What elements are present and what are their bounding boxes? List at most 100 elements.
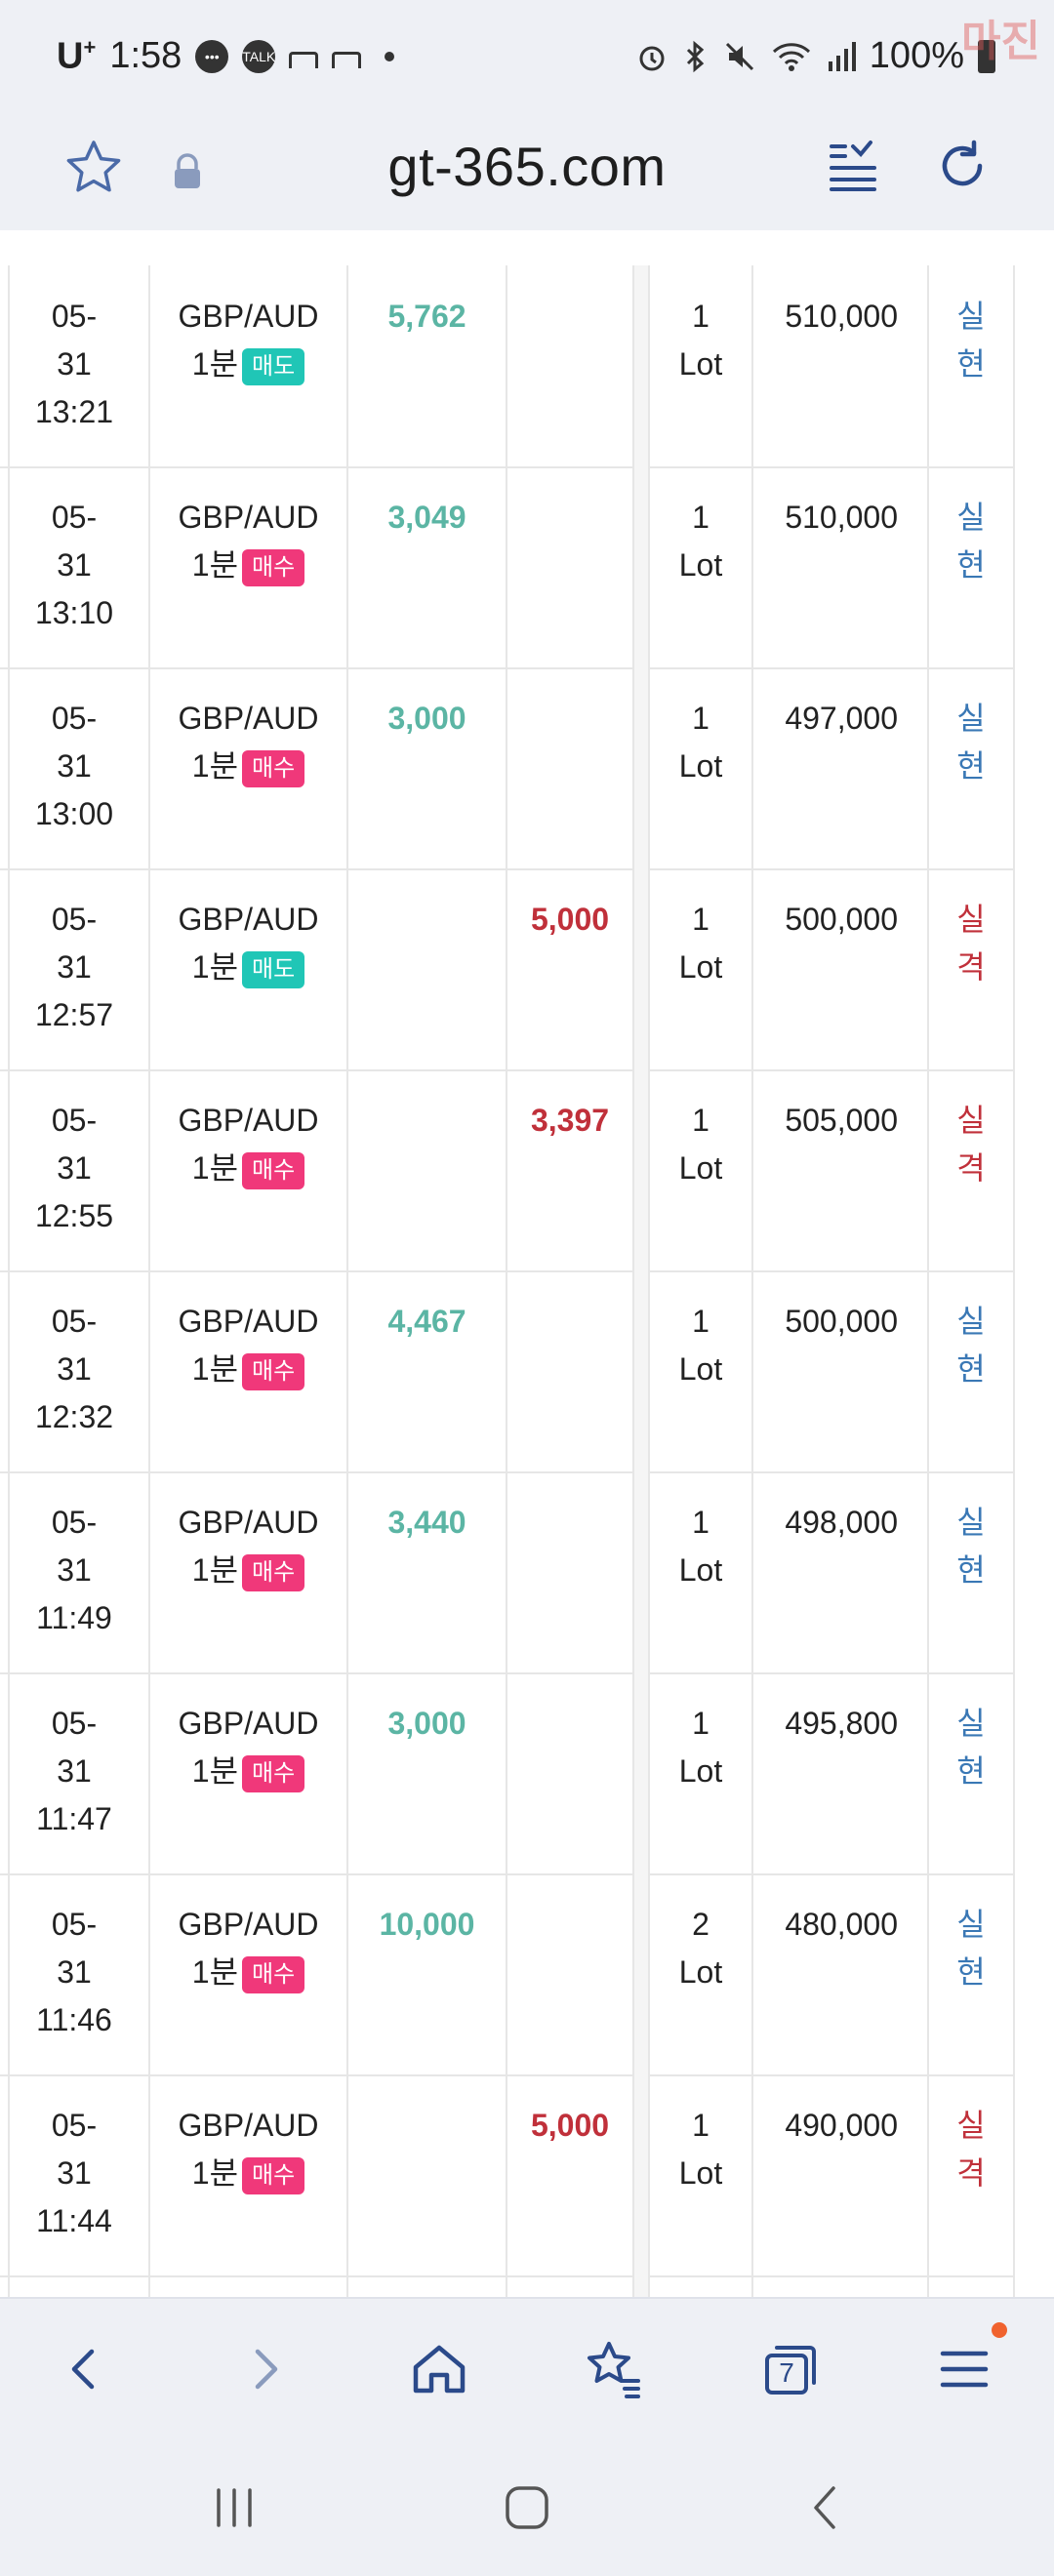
- status-right: 100%: [635, 35, 995, 77]
- currency-pair: GBP/AUD: [178, 1706, 319, 1741]
- date-month: 05-: [51, 1907, 98, 1942]
- table-row[interactable]: 05- 31 13:00 GBP/AUD 1분 매수 3,000 1 Lot 497,000 실 현: [0, 667, 1015, 870]
- home-icon[interactable]: [406, 2336, 472, 2402]
- loss-cell: [507, 1873, 634, 2074]
- back-icon[interactable]: [53, 2336, 119, 2402]
- table-row[interactable]: 05- 31 13:21 GBP/AUD 1분 매도 5,762 1 Lot 510,000 실 현: [0, 265, 1015, 468]
- side-badge: 매수: [242, 1955, 305, 1993]
- period-line: 1분 매수: [150, 1145, 346, 1192]
- table-row[interactable]: 05- 31 13:10 GBP/AUD 1분 매수 3,049 1 Lot 510,000 실 현: [0, 466, 1015, 669]
- forward-icon[interactable]: [230, 2336, 297, 2402]
- loss-cell: [507, 265, 634, 466]
- date-time: 11:44: [36, 2203, 112, 2238]
- date-month: 05-: [51, 299, 98, 334]
- table-row[interactable]: 05- 31 11:49 GBP/AUD 1분 매수 3,440 1 Lot 498,000 실 현: [0, 1471, 1015, 1674]
- table-row[interactable]: 05- 31 11:44 GBP/AUD 1분 매수 5,000 1 Lot 490,000 실 격: [0, 2074, 1015, 2277]
- watermark-logo: 마진: [961, 18, 1040, 65]
- notification-icon-2: [332, 52, 362, 69]
- date-day: 31: [57, 2155, 92, 2191]
- date-day: 31: [57, 1150, 92, 1186]
- currency-pair: GBP/AUD: [178, 299, 319, 334]
- period-line: 1분 매수: [150, 1748, 346, 1795]
- profit-cell: 5,762: [348, 265, 507, 466]
- amount-cell: 498,000: [753, 1471, 929, 1672]
- date-month: 05-: [51, 1304, 98, 1339]
- url-text[interactable]: gt-365.com: [387, 136, 667, 197]
- side-badge: 매수: [242, 548, 305, 586]
- table-row[interactable]: 05- 31 12:57 GBP/AUD 1분 매도 5,000 1 Lot 500,000 실 격: [0, 868, 1015, 1071]
- table-row[interactable]: 05- 31 12:55 GBP/AUD 1분 매수 3,397 1 Lot 505,000 실 격: [0, 1069, 1015, 1272]
- reader-mode-icon[interactable]: [824, 137, 882, 195]
- reload-icon[interactable]: [931, 135, 993, 197]
- result-char-1: 실: [956, 902, 986, 937]
- row-left-edge: [0, 1873, 10, 2074]
- lot-cell: 1 Lot: [650, 466, 753, 667]
- table-row[interactable]: 05- 31 11:47 GBP/AUD 1분 매수 3,000 1 Lot 495,800 실 현: [0, 1672, 1015, 1875]
- amount-cell: 500,000: [753, 868, 929, 1069]
- system-back-icon[interactable]: [796, 2478, 855, 2537]
- menu-icon[interactable]: [931, 2336, 997, 2402]
- tabs-button[interactable]: 7: [757, 2336, 824, 2402]
- lot-cell: 1 Lot: [650, 1471, 753, 1672]
- date-month: 05-: [51, 1103, 98, 1138]
- table-row[interactable]: 05- 31 12:32 GBP/AUD 1분 매수 4,467 1 Lot 500,000 실 현: [0, 1270, 1015, 1473]
- result-char-2: 현: [956, 748, 986, 784]
- date-month: 05-: [51, 500, 98, 535]
- bookmark-star-icon[interactable]: [62, 137, 125, 199]
- pair-cell: GBP/AUD 1분 매도: [150, 265, 348, 466]
- period-line: 1분 매도: [150, 341, 346, 388]
- lot-number: 1: [692, 1706, 709, 1741]
- menu-notification-dot: [992, 2322, 1007, 2338]
- date-time: 11:46: [36, 2002, 112, 2037]
- home-circle-icon[interactable]: [498, 2478, 556, 2537]
- period: 1분: [191, 547, 239, 583]
- profit-cell: 4,467: [348, 1270, 507, 1471]
- side-badge: 매수: [242, 1352, 305, 1390]
- lot-cell: 2 Lot: [650, 1873, 753, 2074]
- row-left-edge: [0, 265, 10, 466]
- pair-cell: GBP/AUD 1분 매수: [150, 1471, 348, 1672]
- alarm-icon: [639, 46, 665, 70]
- lock-icon: [175, 153, 200, 188]
- date-time: 11:49: [36, 1600, 112, 1635]
- period-line: 1분 매수: [150, 1547, 346, 1594]
- row-left-edge: [0, 667, 10, 868]
- side-badge: 매도: [242, 950, 305, 988]
- date-month: 05-: [51, 1706, 98, 1741]
- date-cell: 05- 31 11:49: [0, 1471, 150, 1672]
- date-day: 31: [57, 949, 92, 985]
- result-char-2: 격: [956, 2155, 986, 2191]
- profit-cell: 3,000: [348, 1672, 507, 1873]
- kakaotalk-icon: TALK: [242, 39, 276, 73]
- date-time: 12:57: [34, 997, 114, 1032]
- lot-number: 1: [692, 1304, 709, 1339]
- date-time: 11:47: [36, 1801, 112, 1836]
- date-time: 13:21: [34, 394, 114, 429]
- date-time: 13:00: [34, 796, 114, 831]
- currency-pair: GBP/AUD: [178, 500, 319, 535]
- date-day: 31: [57, 1753, 92, 1789]
- recent-apps-icon[interactable]: [205, 2478, 264, 2537]
- profit-cell: [348, 1069, 507, 1270]
- mute-icon: [725, 42, 753, 70]
- bookmarks-icon[interactable]: [580, 2336, 646, 2402]
- loss-cell: 5,000: [507, 2074, 634, 2275]
- table-row[interactable]: 05- 31 11:46 GBP/AUD 1분 매수 10,000 2 Lot 480,000 실 현: [0, 1873, 1015, 2076]
- result-char-2: 현: [956, 346, 986, 382]
- pair-cell: GBP/AUD 1분 매수: [150, 466, 348, 667]
- tabs-count: 7: [779, 2357, 794, 2388]
- column-divider: [634, 1069, 650, 1270]
- currency-pair: GBP/AUD: [178, 1304, 319, 1339]
- profit-cell: 3,000: [348, 667, 507, 868]
- column-divider: [634, 1672, 650, 1873]
- period-line: 1분 매도: [150, 944, 346, 991]
- trade-history-table[interactable]: 05- 31 13:21 GBP/AUD 1분 매도 5,762 1 Lot 510,000 실 현 0…: [0, 230, 1054, 2297]
- pair-cell: GBP/AUD 1분 매수: [150, 1873, 348, 2074]
- result-char-2: 현: [956, 1351, 986, 1387]
- profit-cell: 3,440: [348, 1471, 507, 1672]
